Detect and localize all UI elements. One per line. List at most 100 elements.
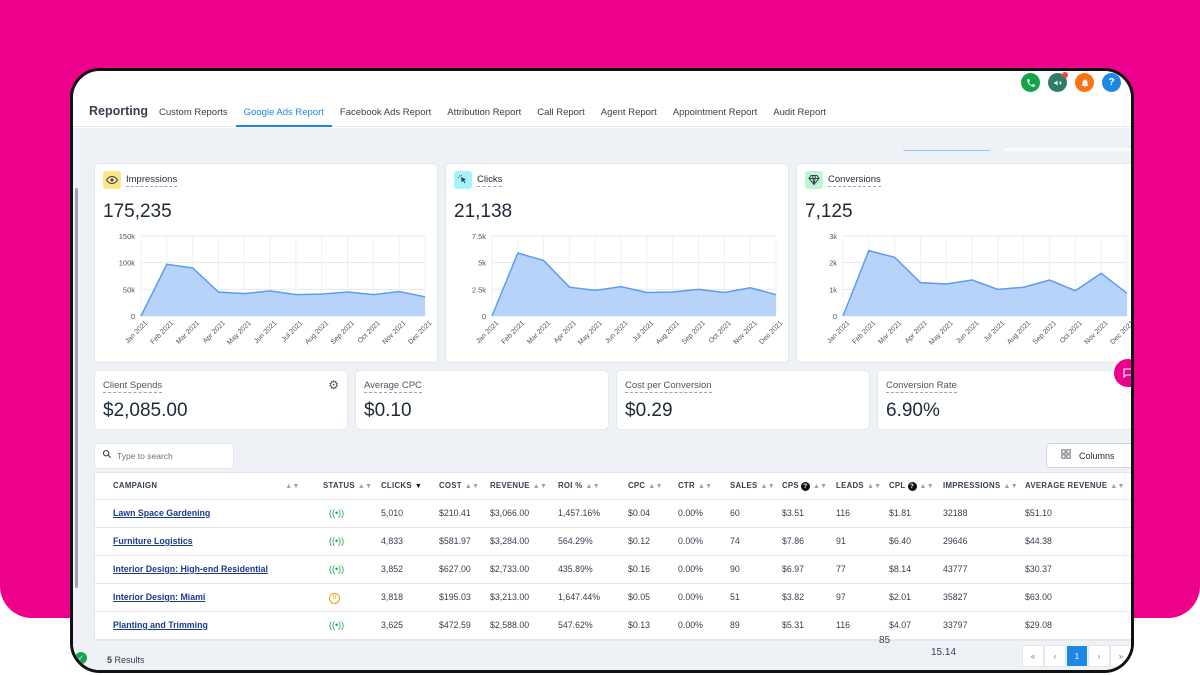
x-tick-label: Dec 2021: [1109, 320, 1134, 346]
bell-icon[interactable]: [1075, 73, 1094, 92]
campaign-link[interactable]: Planting and Trimming: [113, 620, 208, 630]
y-tick-label: 5k: [478, 259, 486, 268]
tab-facebook-ads-report[interactable]: Facebook Ads Report: [339, 107, 432, 118]
filter-bar-edge: [1003, 148, 1131, 151]
column-header[interactable]: ROI % ▲▼: [550, 473, 620, 500]
x-tick-label: Aug 2021: [655, 320, 681, 346]
tab-custom-reports[interactable]: Custom Reports: [159, 107, 228, 118]
impressions-label: Impressions: [126, 173, 178, 187]
column-header[interactable]: CAMPAIGN ▲▼: [95, 473, 315, 500]
tab-audit-report[interactable]: Audit Report: [773, 107, 827, 118]
scrollbar[interactable]: [75, 188, 78, 588]
tab-call-report[interactable]: Call Report: [537, 107, 585, 118]
tab-google-ads-report[interactable]: Google Ads Report: [235, 95, 333, 127]
tab-agent-report[interactable]: Agent Report: [600, 107, 657, 118]
x-tick-label: Jul 2021: [281, 320, 305, 344]
info-icon[interactable]: ?: [907, 481, 917, 491]
table-cell: $0.04: [620, 499, 670, 528]
x-tick-label: Dec 2021: [407, 320, 433, 346]
column-header[interactable]: CPC ▲▼: [620, 473, 670, 500]
column-header[interactable]: IMPRESSIONS ▲▼: [935, 473, 1018, 500]
table-row[interactable]: Furniture Logistics ((•)) 4,833 $581.97 $3,2…: [95, 527, 1131, 556]
cursor-click-icon: [454, 171, 472, 189]
notification-dot: [1062, 72, 1068, 78]
impressions-card: Impressions 175,235 0 50k 100k 150k Jan 2021…: [95, 164, 437, 362]
x-tick-label: Feb 2021: [149, 320, 175, 346]
table-cell: $627.00: [431, 555, 482, 584]
y-tick-label: 150k: [119, 232, 136, 241]
x-tick-label: Jun 2021: [604, 320, 629, 345]
check-icon: ✓: [75, 652, 87, 664]
x-tick-label: Nov 2021: [733, 320, 759, 346]
client-spends-card: Client Spends ⚙ $2,085.00: [95, 371, 347, 429]
column-header[interactable]: SALES ▲▼: [722, 473, 775, 500]
x-tick-label: Sep 2021: [330, 320, 356, 346]
campaign-link[interactable]: Lawn Space Gardening: [113, 508, 211, 518]
chat-widget-button[interactable]: [1111, 356, 1131, 390]
help-icon[interactable]: ?: [1102, 73, 1121, 92]
conversion-rate-label: Conversion Rate: [886, 380, 957, 393]
table-cell: $3.51: [774, 499, 828, 528]
table-cell: 43777: [935, 555, 1017, 584]
tab-appointment-report[interactable]: Appointment Report: [672, 107, 758, 118]
broadcast-active-icon: ((•)): [329, 508, 345, 518]
last-page-button[interactable]: »: [1111, 646, 1131, 666]
x-tick-label: Mar 2021: [175, 320, 201, 346]
column-header[interactable]: AVERAGE REVENUE ▲▼: [1017, 473, 1131, 500]
pause-icon: II: [329, 592, 340, 604]
x-tick-label: Nov 2021: [382, 320, 408, 346]
phone-icon[interactable]: [1021, 73, 1040, 92]
column-header[interactable]: CPS? ▲▼: [774, 473, 828, 500]
table-row[interactable]: Interior Design: High-end Residential ((•…: [95, 555, 1131, 584]
series-line: [140, 263, 426, 317]
column-header[interactable]: LEADS ▲▼: [828, 473, 881, 500]
broadcast-active-icon: ((•)): [329, 536, 345, 546]
conversions-chart: 0 1k 2k 3k Jan 2021 Feb 2021 Mar 2021 Apr 2021 M…: [826, 232, 1134, 347]
table-cell: $6.40: [881, 527, 935, 556]
x-tick-label: Apr 2021: [553, 320, 578, 345]
table-cell: 1,457.16%: [550, 499, 620, 528]
x-tick-label: Aug 2021: [304, 320, 330, 346]
search-input[interactable]: [117, 447, 227, 465]
average-cpc-value: $0.10: [364, 400, 412, 421]
column-header[interactable]: REVENUE ▲▼: [482, 473, 550, 500]
table-cell: $6.97: [774, 555, 828, 584]
table-row[interactable]: Planting and Trimming ((•)) 3,625 $472.59 $2…: [95, 611, 1131, 640]
table-cell: 4,833: [373, 527, 431, 556]
table-cell: $3,066.00: [482, 499, 550, 528]
x-tick-label: Oct 2021: [357, 320, 382, 345]
table-cell: 89: [722, 611, 774, 640]
gear-icon[interactable]: ⚙: [328, 378, 339, 392]
table-cell: 3,625: [373, 611, 431, 640]
columns-button[interactable]: Columns: [1047, 444, 1131, 467]
column-header[interactable]: CPL? ▲▼: [881, 473, 935, 500]
next-page-button[interactable]: ›: [1089, 646, 1109, 666]
tab-attribution-report[interactable]: Attribution Report: [447, 107, 522, 118]
column-header[interactable]: CTR ▲▼: [670, 473, 722, 500]
campaign-link[interactable]: Furniture Logistics: [113, 536, 193, 546]
y-tick-label: 0: [131, 312, 135, 321]
megaphone-icon[interactable]: [1048, 72, 1068, 92]
page-button-current[interactable]: 1: [1067, 646, 1087, 666]
first-page-button[interactable]: «: [1023, 646, 1043, 666]
x-tick-label: Sep 2021: [681, 320, 707, 346]
table-row[interactable]: Lawn Space Gardening ((•)) 5,010 $210.41 $3,…: [95, 499, 1131, 528]
impressions-total: 175,235: [103, 201, 172, 222]
y-tick-label: 1k: [829, 285, 837, 294]
prev-page-button[interactable]: ‹: [1045, 646, 1065, 666]
table-cell: 564.29%: [550, 527, 620, 556]
y-tick-label: 0: [833, 312, 837, 321]
client-spends-value: $2,085.00: [103, 400, 188, 421]
column-header[interactable]: CLICKS ▼: [373, 473, 431, 500]
x-tick-label: Jan 2021: [826, 320, 851, 345]
campaign-link[interactable]: Interior Design: Miami: [113, 592, 206, 602]
top-navigation: Reporting Custom Reports Google Ads Repo…: [73, 71, 1131, 127]
x-tick-label: May 2021: [226, 320, 253, 347]
column-header[interactable]: STATUS ▲▼: [315, 473, 373, 500]
info-icon[interactable]: ?: [800, 481, 810, 491]
average-cpc-label: Average CPC: [364, 380, 422, 393]
campaign-link[interactable]: Interior Design: High-end Residential: [113, 564, 268, 574]
table-row[interactable]: Interior Design: Miami II 3,818 $195.03 $3,2…: [95, 583, 1131, 612]
column-header[interactable]: COST ▲▼: [431, 473, 482, 500]
table-cell: 1,647.44%: [550, 583, 620, 612]
